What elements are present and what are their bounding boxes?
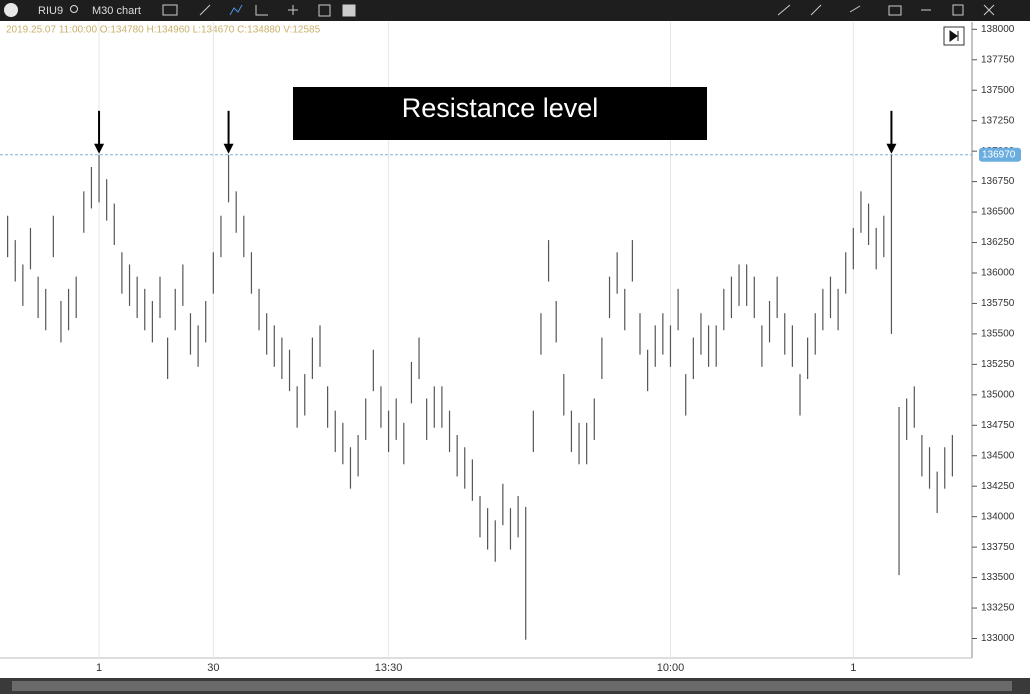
x-tick-label: 30 <box>207 662 219 674</box>
y-tick-label: 136750 <box>981 176 1015 187</box>
scroll-to-end-icon <box>949 30 959 42</box>
arrow-head <box>223 143 234 154</box>
resistance-price-label: 136970 <box>982 149 1016 160</box>
price-axis <box>972 22 1030 658</box>
y-tick-label: 135250 <box>981 359 1015 370</box>
y-tick-label: 133250 <box>981 603 1015 614</box>
y-tick-label: 134250 <box>981 481 1015 492</box>
y-tick-label: 136000 <box>981 268 1015 279</box>
annotation-box <box>293 87 707 140</box>
toolbar-icons[interactable] <box>162 4 995 17</box>
toolbar <box>0 0 1030 21</box>
y-tick-label: 133500 <box>981 572 1015 583</box>
arrow-head <box>886 143 897 154</box>
timeframe[interactable]: M30 chart <box>92 5 141 17</box>
arrow-head <box>94 143 105 154</box>
x-tick-label: 13:30 <box>375 662 403 674</box>
y-tick-label: 134750 <box>981 420 1015 431</box>
y-tick-label: 137750 <box>981 54 1015 65</box>
logo[interactable] <box>4 3 18 17</box>
y-tick-label: 136500 <box>981 207 1015 218</box>
scroll-thumb[interactable] <box>12 681 1012 691</box>
annotation-text: Resistance level <box>402 93 599 123</box>
y-tick-label: 137250 <box>981 115 1015 126</box>
y-tick-label: 135000 <box>981 389 1015 400</box>
y-tick-label: 135500 <box>981 329 1015 340</box>
resistance-price-box <box>979 147 1021 162</box>
y-tick-label: 137500 <box>981 85 1015 96</box>
y-tick-label: 136250 <box>981 237 1015 248</box>
y-tick-label: 135750 <box>981 298 1015 309</box>
y-tick-label: 133750 <box>981 542 1015 553</box>
symbol[interactable]: RIU9 <box>38 5 63 17</box>
y-tick-label: 134000 <box>981 511 1015 522</box>
ohlc-header: 2019.25.07 11:00:00 O:134780 H:134960 L:… <box>6 25 321 36</box>
y-tick-label: 138000 <box>981 24 1015 35</box>
search-icon[interactable] <box>70 5 78 13</box>
y-tick-label: 133000 <box>981 633 1015 644</box>
x-tick-label: 1 <box>96 662 102 674</box>
x-tick-label: 1 <box>850 662 856 674</box>
y-tick-label: 134500 <box>981 450 1015 461</box>
x-tick-label: 10:00 <box>657 662 685 674</box>
